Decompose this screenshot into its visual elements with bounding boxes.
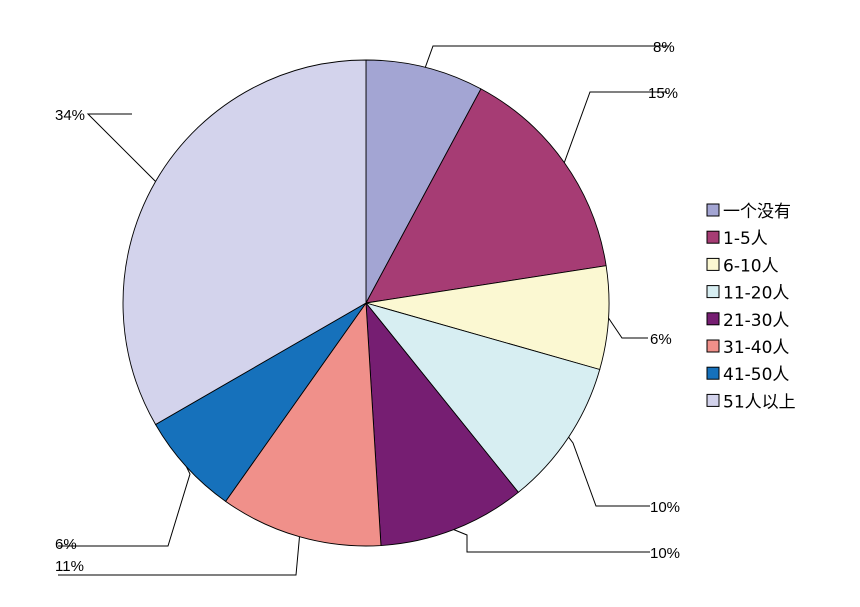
legend-swatch xyxy=(706,203,720,217)
pie-slices xyxy=(122,59,610,547)
data-label: 6% xyxy=(55,536,77,553)
legend-label: 21-30人 xyxy=(723,311,789,331)
pie-slice xyxy=(364,302,601,493)
legend-swatch xyxy=(706,312,720,326)
data-label: 34% xyxy=(55,107,85,124)
data-label: 10% xyxy=(650,499,680,516)
pie-slice xyxy=(365,59,482,304)
data-label: 15% xyxy=(648,85,678,102)
pie-slice xyxy=(224,301,382,547)
leader-lines xyxy=(58,45,669,576)
leader-line xyxy=(563,91,667,163)
data-label: 10% xyxy=(650,545,680,562)
leader-line xyxy=(58,536,300,576)
data-label: 11% xyxy=(55,558,84,575)
legend-label: 6-10人 xyxy=(723,256,779,276)
legend-swatch xyxy=(706,339,720,353)
pie-slice xyxy=(365,301,519,547)
legend-label: 51人以上 xyxy=(723,392,796,412)
leader-line xyxy=(608,317,648,339)
legend-swatch xyxy=(706,393,720,407)
data-labels: 8% 15% 6% 10% 10% 11% 6% 34% xyxy=(55,39,680,575)
legend-label: 41-50人 xyxy=(723,365,789,385)
leader-line xyxy=(424,45,669,68)
leader-line xyxy=(453,529,650,553)
legend-swatch xyxy=(706,366,720,380)
legend-label: 11-20人 xyxy=(723,284,789,304)
data-label: 8% xyxy=(653,39,675,56)
legend-swatch xyxy=(706,285,720,299)
pie-slice xyxy=(154,302,367,502)
pie-slice xyxy=(365,265,610,371)
legend-label: 31-40人 xyxy=(723,338,789,358)
leader-line xyxy=(86,113,156,182)
legend-label: 一个没有 xyxy=(723,202,791,222)
legend-label: 1-5人 xyxy=(723,229,768,249)
legend-swatch xyxy=(706,257,720,271)
legend: 一个没有 1-5人 6-10人 11-20人 21-30人 31-40人 41-50人 51人… xyxy=(706,202,796,412)
data-label: 6% xyxy=(650,331,672,348)
legend-swatch xyxy=(706,230,720,244)
leader-line xyxy=(568,436,650,507)
leader-line xyxy=(58,466,191,547)
